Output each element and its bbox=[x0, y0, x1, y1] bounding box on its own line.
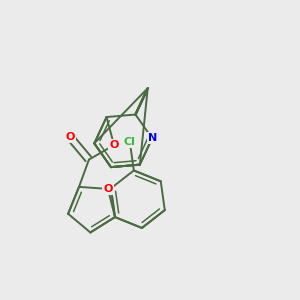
Text: Cl: Cl bbox=[124, 137, 136, 147]
Text: N: N bbox=[148, 133, 157, 143]
Text: O: O bbox=[110, 140, 119, 150]
Text: O: O bbox=[103, 184, 113, 194]
Text: O: O bbox=[66, 132, 75, 142]
